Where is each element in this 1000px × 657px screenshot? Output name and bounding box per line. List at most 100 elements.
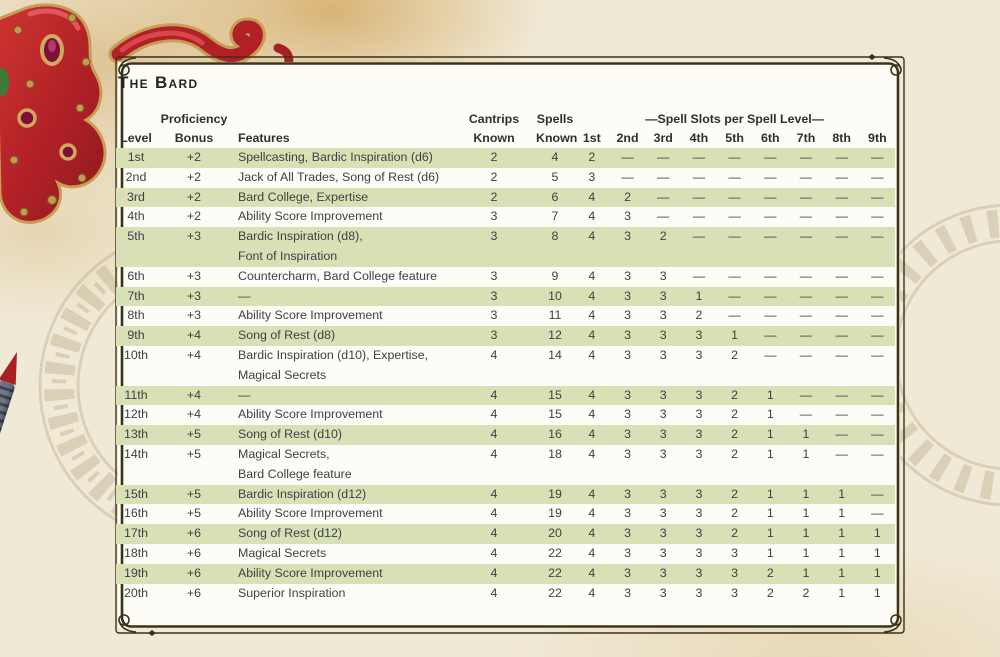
cell-slot-9: — — [871, 308, 884, 323]
cell-slot-4: 2 — [695, 308, 703, 323]
cell-slot-3: 3 — [659, 526, 667, 541]
table-row-5th: 5th +3 Bardic Inspiration (d8), Font of Ins… — [116, 227, 896, 267]
cell-slot-6: — — [764, 308, 777, 323]
table-header: —Spell Slots per Spell Level— Level Profic… — [116, 110, 895, 148]
cell-slot-5: 3 — [731, 585, 739, 600]
cell-proficiency-bonus: +4 — [186, 328, 202, 343]
cell-slot-3: 3 — [659, 308, 667, 323]
cell-level: 1st — [127, 150, 145, 164]
table-row-16th: 16th +5 Ability Score Improvement 4 19 4 3 3 3 2 1… — [116, 504, 895, 524]
cell-slot-7: — — [799, 209, 813, 224]
cell-features: Bardic Inspiration (d8), Font of Inspirat… — [238, 229, 363, 263]
cell-slot-3: 3 — [659, 506, 667, 521]
cell-slot-6: — — [764, 347, 777, 362]
cell-slot-4: 3 — [695, 565, 703, 580]
cell-slot-8: — — [835, 407, 848, 422]
cell-slot-9: — — [871, 486, 884, 501]
cell-slot-7: — — [799, 169, 813, 184]
cell-proficiency-bonus: +6 — [186, 565, 202, 580]
cell-level: 5th — [127, 229, 145, 244]
cell-slot-1: 4 — [588, 427, 596, 442]
cell-slot-9: — — [871, 268, 884, 283]
cell-slot-8: — — [835, 308, 848, 323]
cell-slot-2: 3 — [624, 328, 631, 343]
cell-slot-4: — — [692, 189, 706, 204]
cell-slot-2: 3 — [624, 347, 631, 362]
cell-slot-3: 2 — [659, 229, 667, 244]
cell-slot-2: 2 — [624, 189, 631, 204]
cell-features: Ability Score Improvement — [238, 308, 383, 323]
cell-proficiency-bonus: +3 — [186, 229, 202, 244]
cell-slot-7: 1 — [802, 526, 810, 541]
cell-slot-4: — — [692, 209, 706, 224]
cell-slot-1: 4 — [588, 268, 596, 283]
cell-cantrips-known: 4 — [490, 446, 498, 461]
carnival-mask-icon — [0, 3, 294, 224]
cell-slot-9: — — [871, 506, 884, 521]
cell-slot-1: 4 — [588, 545, 596, 560]
cell-features: Ability Score Improvement — [238, 209, 383, 224]
cell-cantrips-known: 4 — [490, 347, 498, 362]
cell-features: Magical Secrets — [238, 545, 327, 560]
column-header-features: Features — [238, 131, 290, 145]
cell-spells-known: 4 — [551, 150, 559, 164]
cell-slot-6: 1 — [766, 486, 774, 501]
cell-spells-known: 15 — [548, 407, 562, 422]
cell-slot-1: 4 — [588, 565, 596, 580]
cell-proficiency-bonus: +4 — [186, 407, 202, 422]
cell-slot-6: 1 — [766, 427, 774, 442]
cell-slot-9: — — [871, 328, 884, 343]
cell-slot-1: 4 — [588, 446, 596, 461]
cell-spells-known: 19 — [548, 486, 562, 501]
cell-slot-7: 1 — [802, 427, 810, 442]
cell-spells-known: 18 — [548, 446, 562, 461]
cell-slot-7: 1 — [802, 545, 810, 560]
cell-slot-5: 2 — [731, 407, 739, 422]
column-header-level: Level — [120, 131, 152, 145]
cell-slot-9: — — [871, 288, 884, 303]
cell-slot-9: — — [871, 150, 884, 164]
column-header-slot7: 7th — [796, 131, 816, 145]
cell-proficiency-bonus: +5 — [186, 446, 202, 461]
cell-proficiency-bonus: +5 — [186, 427, 202, 442]
cell-slot-5: — — [728, 288, 741, 303]
cell-slot-2: — — [621, 150, 634, 164]
cell-level: 17th — [123, 526, 149, 541]
cell-slot-9: — — [871, 209, 884, 224]
cell-slot-7: — — [799, 189, 813, 204]
cell-slot-8: 1 — [838, 526, 846, 541]
cell-spells-known: 22 — [548, 565, 562, 580]
cell-slot-3: — — [657, 189, 670, 204]
cell-slot-7: — — [799, 387, 813, 402]
cell-slot-8: 1 — [838, 565, 846, 580]
cell-slot-3: 3 — [659, 565, 667, 580]
cell-slot-5: — — [728, 308, 741, 323]
column-header-slot8: 8th — [832, 131, 851, 145]
cell-slot-6: 1 — [766, 506, 774, 521]
cell-slot-1: 4 — [588, 288, 596, 303]
cell-slot-5: 2 — [731, 427, 739, 442]
table-row-3rd: 3rd +2 Bard College, Expertise 2 6 4 2 — — — — — — — — [116, 187, 896, 208]
cell-slot-4: 3 — [695, 585, 703, 600]
cell-slot-5: — — [728, 268, 741, 283]
cell-slot-7: — — [799, 150, 813, 164]
column-header-slot2: 2nd — [616, 131, 639, 145]
column-header-prof: Bonus — [174, 131, 214, 145]
handle-wrapped-grip — [0, 379, 16, 568]
cell-slot-5: 2 — [731, 486, 739, 501]
cell-slot-4: — — [692, 229, 706, 244]
cell-proficiency-bonus: +3 — [186, 268, 202, 283]
cell-level: 8th — [127, 308, 145, 323]
cell-slot-9: 1 — [873, 526, 881, 541]
cell-slot-4: 3 — [695, 427, 703, 442]
cell-slot-5: — — [728, 150, 741, 164]
cell-slot-8: — — [835, 150, 848, 164]
cell-slot-2: 3 — [624, 407, 631, 422]
cell-slot-9: — — [871, 347, 884, 362]
cell-spells-known: 19 — [548, 506, 562, 521]
cell-spells-known: 10 — [548, 288, 562, 303]
cell-slot-8: — — [835, 189, 848, 204]
cell-features: Magical Secrets, Bard College feature — [238, 446, 352, 481]
cell-slot-9: 1 — [873, 545, 881, 560]
cell-slot-8: — — [835, 328, 848, 343]
